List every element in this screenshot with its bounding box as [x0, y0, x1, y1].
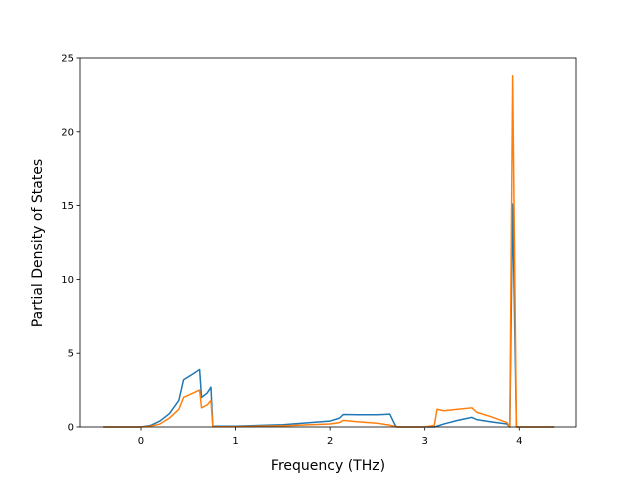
- y-tick-label: 0: [68, 423, 74, 434]
- x-tick-label: 3: [422, 436, 428, 447]
- y-tick-label: 25: [61, 54, 74, 65]
- y-tick-label: 5: [68, 349, 74, 360]
- line-series: [103, 203, 555, 428]
- x-tick-label: 0: [138, 436, 144, 447]
- y-tick-label: 10: [61, 275, 74, 286]
- x-tick-label: 2: [327, 436, 333, 447]
- plot-frame: [79, 57, 577, 428]
- x-tick-label: 1: [232, 436, 238, 447]
- x-tick-label: 4: [516, 436, 522, 447]
- x-axis-label: Frequency (THz): [271, 458, 385, 474]
- y-axis-label: Partial Density of States: [30, 159, 46, 327]
- y-tick-label: 20: [61, 127, 74, 138]
- y-tick-label: 15: [61, 201, 74, 212]
- line-series: [103, 74, 555, 428]
